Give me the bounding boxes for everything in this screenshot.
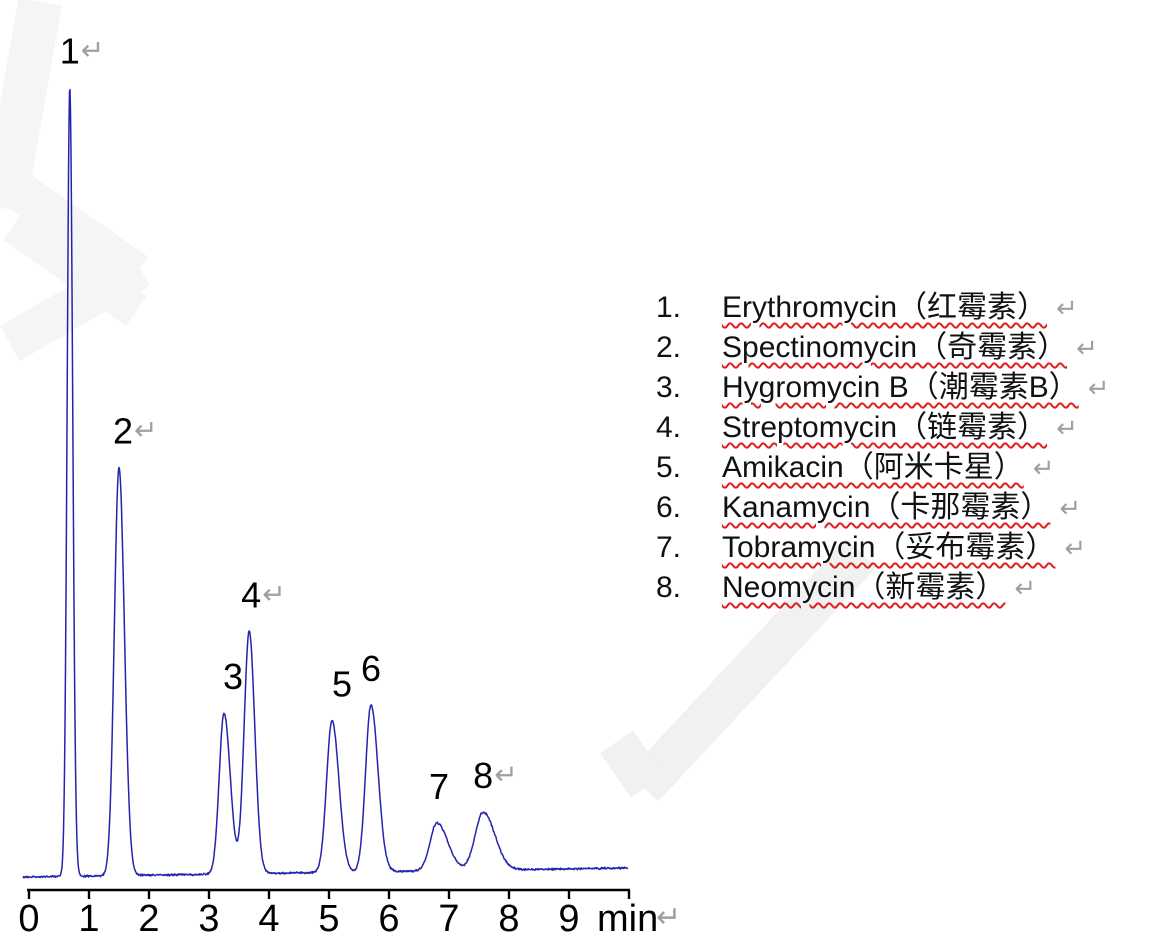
legend-item-text: Kanamycin（卡那霉素）: [722, 491, 1051, 524]
legend-item: 5. Amikacin（阿米卡星） ↵: [656, 448, 1166, 488]
legend-item-text: Hygromycin B（潮霉素B）: [722, 371, 1079, 404]
return-arrow-icon: ↵: [1056, 413, 1078, 443]
return-arrow-icon: ↵: [1076, 333, 1098, 363]
chromatogram: 0 1 2 3 4 5 6 7 8 9 min↵1 ↵2 ↵34 ↵5 67 8 ↵: [18, 30, 680, 940]
return-arrow-icon: ↵: [494, 759, 517, 790]
peak-label-4: 4: [241, 575, 261, 616]
return-arrow-icon: ↵: [81, 34, 104, 65]
legend-item-number: 7.: [656, 531, 682, 564]
return-arrow-icon: ↵: [1014, 573, 1037, 603]
legend-item: 6. Kanamycin（卡那霉素） ↵: [656, 488, 1166, 528]
return-arrow-icon: ↵: [1056, 293, 1078, 323]
legend-item-number: 5.: [656, 451, 682, 484]
legend-item-number: 3.: [656, 371, 682, 404]
legend-item-text: Neomycin（新霉素）: [722, 571, 1006, 604]
legend-item: 3. Hygromycin B（潮霉素B） ↵: [656, 368, 1166, 408]
chromatogram-trace: [22, 88, 629, 879]
peak-legend: 1. Erythromycin（红霉素） ↵ 2. Spectinomycin（奇霉素）…: [656, 288, 1166, 608]
x-axis-tick-label: 6: [378, 898, 399, 940]
peak-label-2: 2: [113, 411, 133, 452]
legend-item-number: 6.: [656, 491, 682, 524]
return-arrow-icon: ↵: [1032, 453, 1055, 483]
legend-item-number: 8.: [656, 571, 682, 604]
return-arrow-icon: ↵: [1059, 493, 1082, 523]
x-axis-tick-label: 9: [558, 898, 579, 940]
return-arrow-icon: ↵: [134, 415, 157, 446]
legend-item: 7. Tobramycin（妥布霉素） ↵: [656, 528, 1166, 568]
legend-item-text: Erythromycin（红霉素）: [722, 291, 1048, 324]
return-arrow-icon: ↵: [1087, 373, 1110, 403]
x-axis-tick-label: 2: [138, 898, 159, 940]
x-axis-tick-label: 7: [438, 898, 459, 940]
x-axis-tick-label: 0: [18, 898, 39, 940]
x-axis-unit-label: min: [597, 898, 658, 940]
legend-item-text: Streptomycin（链霉素）: [722, 411, 1048, 444]
legend-item-number: 1.: [656, 291, 682, 324]
return-arrow-icon: ↵: [656, 901, 680, 934]
peak-label-6: 6: [361, 648, 381, 689]
peak-label-3: 3: [223, 656, 243, 697]
legend-item: 8. Neomycin（新霉素） ↵: [656, 568, 1166, 608]
x-axis-tick-label: 5: [318, 898, 339, 940]
peak-label-5: 5: [332, 663, 352, 704]
return-arrow-icon: ↵: [1064, 533, 1087, 563]
legend-item: 2. Spectinomycin（奇霉素） ↵: [656, 328, 1166, 368]
peak-label-8: 8: [473, 755, 493, 796]
x-axis-tick-label: 8: [498, 898, 519, 940]
legend-item-text: Amikacin（阿米卡星）: [722, 451, 1024, 484]
peak-label-7: 7: [429, 766, 449, 807]
peak-label-1: 1: [60, 30, 80, 71]
return-arrow-icon: ↵: [262, 579, 285, 610]
legend-item: 4. Streptomycin（链霉素） ↵: [656, 408, 1166, 448]
legend-item-number: 4.: [656, 411, 682, 444]
legend-item: 1. Erythromycin（红霉素） ↵: [656, 288, 1166, 328]
x-axis-tick-label: 4: [258, 898, 279, 940]
x-axis-tick-label: 1: [78, 898, 99, 940]
legend-item-number: 2.: [656, 331, 682, 364]
x-axis-tick-label: 3: [198, 898, 219, 940]
legend-item-text: Tobramycin（妥布霉素）: [722, 531, 1056, 564]
legend-item-text: Spectinomycin（奇霉素）: [722, 331, 1068, 364]
